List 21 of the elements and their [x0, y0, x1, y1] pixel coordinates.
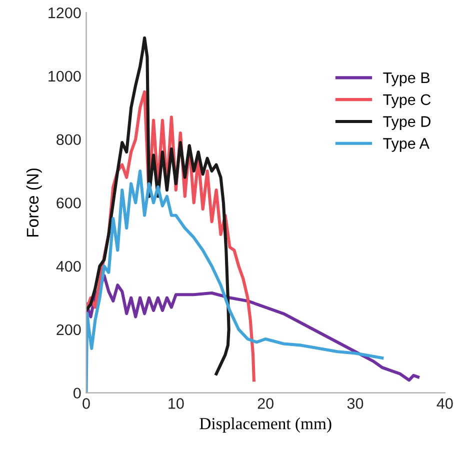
- legend-label: Type A: [383, 138, 430, 152]
- x-tick-label: 40: [436, 398, 453, 409]
- y-tick-label: 600: [56, 198, 81, 208]
- y-tick-label: 0: [74, 388, 81, 399]
- y-tick-label: 1000: [48, 70, 81, 82]
- legend-label: Type B: [383, 72, 430, 86]
- x-tick-label: 30: [347, 398, 364, 409]
- y-axis-title: Force (N): [26, 168, 42, 237]
- y-tick-label: 1200: [48, 7, 81, 18]
- x-tick-label: 10: [168, 398, 184, 409]
- x-tick-label: 0: [82, 398, 90, 409]
- y-tick-label: 400: [56, 260, 81, 272]
- y-tick-label: 800: [56, 134, 81, 146]
- legend-label: Type C: [383, 94, 431, 108]
- y-tick-label: 200: [56, 324, 81, 336]
- line-series: [86, 274, 420, 382]
- x-tick-label: 20: [258, 398, 274, 409]
- line-series: [86, 170, 384, 393]
- legend-label: Type D: [383, 116, 430, 130]
- line-series: [86, 36, 230, 376]
- x-axis-title: Displacement (mm): [200, 418, 332, 433]
